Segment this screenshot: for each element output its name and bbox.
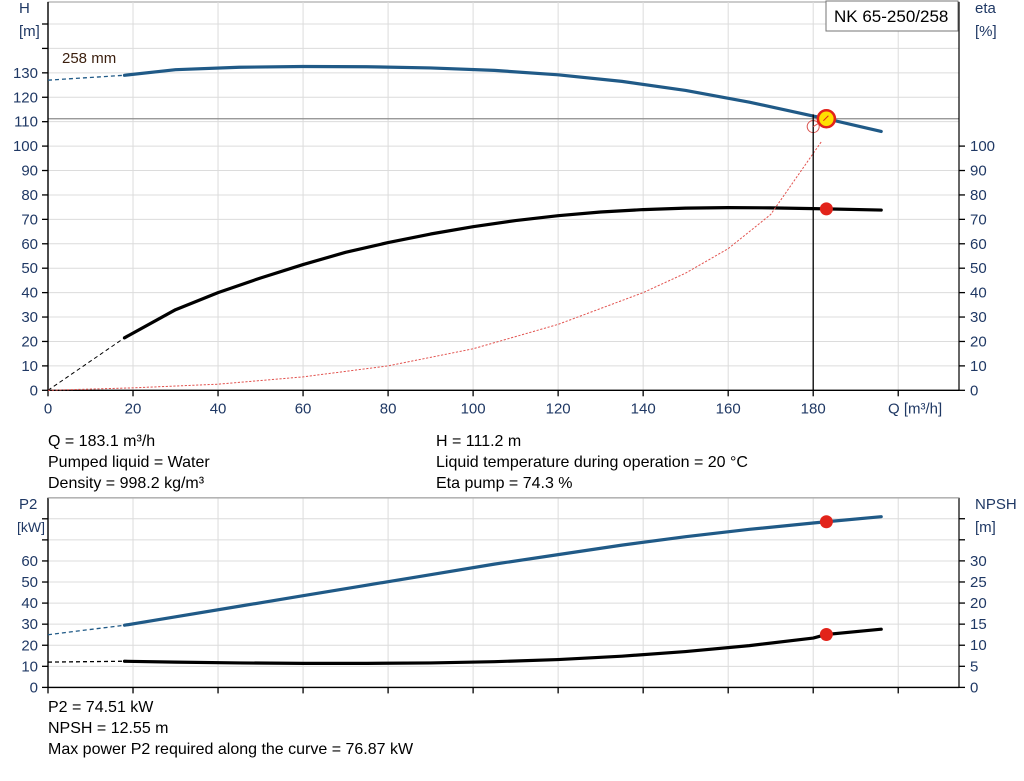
svg-text:80: 80 <box>380 400 397 417</box>
svg-text:30: 30 <box>21 616 38 633</box>
svg-text:30: 30 <box>970 309 987 326</box>
svg-text:140: 140 <box>631 400 656 417</box>
svg-text:20: 20 <box>970 595 987 612</box>
svg-text:90: 90 <box>21 163 38 180</box>
svg-text:40: 40 <box>970 285 987 302</box>
svg-text:180: 180 <box>801 400 826 417</box>
svg-text:20: 20 <box>125 400 142 417</box>
svg-text:5: 5 <box>970 658 978 675</box>
svg-text:0: 0 <box>970 382 978 399</box>
svg-text:0: 0 <box>44 400 52 417</box>
svg-text:NK 65-250/258: NK 65-250/258 <box>834 7 948 26</box>
svg-text:120: 120 <box>546 400 571 417</box>
svg-text:40: 40 <box>21 595 38 612</box>
svg-text:100: 100 <box>13 138 38 155</box>
svg-text:10: 10 <box>21 358 38 375</box>
svg-text:50: 50 <box>970 260 987 277</box>
svg-text:110: 110 <box>14 114 38 131</box>
svg-text:40: 40 <box>21 285 38 302</box>
svg-text:100: 100 <box>970 138 995 155</box>
svg-text:30: 30 <box>970 553 987 570</box>
svg-text:0: 0 <box>970 679 978 696</box>
svg-text:100: 100 <box>461 400 486 417</box>
svg-text:eta: eta <box>975 0 997 17</box>
svg-text:[m]: [m] <box>19 23 40 40</box>
svg-text:60: 60 <box>21 236 38 253</box>
svg-text:25: 25 <box>970 574 987 591</box>
svg-text:60: 60 <box>970 236 987 253</box>
svg-text:20: 20 <box>21 333 38 350</box>
svg-text:10: 10 <box>970 637 987 654</box>
svg-text:60: 60 <box>21 553 38 570</box>
svg-text:30: 30 <box>21 309 38 326</box>
svg-text:80: 80 <box>21 187 38 204</box>
svg-text:70: 70 <box>970 211 987 228</box>
svg-text:80: 80 <box>970 187 987 204</box>
svg-text:130: 130 <box>13 65 38 82</box>
svg-text:50: 50 <box>21 260 38 277</box>
svg-text:0: 0 <box>30 382 38 399</box>
svg-text:160: 160 <box>716 400 741 417</box>
svg-text:10: 10 <box>970 358 987 375</box>
svg-text:258 mm: 258 mm <box>62 50 116 67</box>
svg-text:20: 20 <box>970 333 987 350</box>
svg-text:70: 70 <box>21 211 38 228</box>
svg-text:[%]: [%] <box>975 23 997 40</box>
svg-text:H: H <box>19 0 30 17</box>
svg-text:P2: P2 <box>19 496 37 513</box>
svg-text:60: 60 <box>295 400 312 417</box>
svg-text:120: 120 <box>13 89 38 106</box>
svg-text:15: 15 <box>970 616 987 633</box>
svg-text:20: 20 <box>21 637 38 654</box>
svg-text:[kW]: [kW] <box>17 519 45 535</box>
svg-text:0: 0 <box>30 679 38 696</box>
svg-text:NPSH: NPSH <box>975 496 1017 513</box>
svg-text:Q [m³/h]: Q [m³/h] <box>888 400 942 417</box>
svg-text:[m]: [m] <box>975 519 996 536</box>
svg-text:90: 90 <box>970 163 987 180</box>
svg-text:10: 10 <box>21 658 38 675</box>
svg-text:50: 50 <box>21 574 38 591</box>
svg-text:40: 40 <box>210 400 227 417</box>
